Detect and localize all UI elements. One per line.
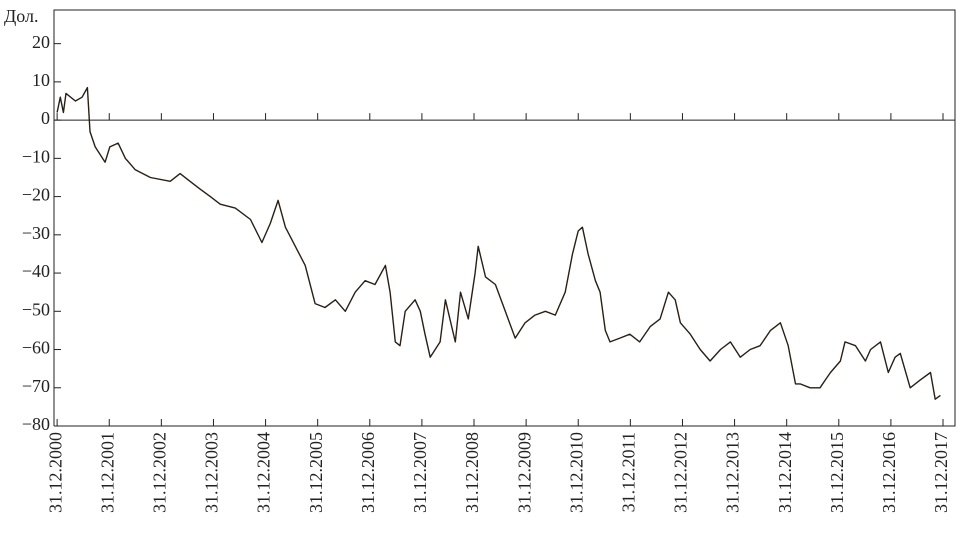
x-tick-label: 31.12.2006 (358, 432, 378, 513)
x-tick-label: 31.12.2014 (775, 432, 795, 513)
y-tick-label: −80 (22, 414, 50, 434)
x-tick-label: 31.12.2007 (410, 432, 430, 513)
y-tick-label: −10 (22, 146, 50, 166)
y-tick-label: −50 (22, 299, 50, 319)
y-tick-label: 20 (32, 32, 50, 52)
y-tick-label: 10 (32, 70, 50, 90)
y-tick-label: −30 (22, 223, 50, 243)
y-tick-label: −40 (22, 261, 50, 281)
y-tick-label: 0 (41, 108, 50, 128)
x-tick-label: 31.12.2010 (566, 432, 586, 513)
plot-frame (53, 9, 956, 427)
y-axis-label: Дол. (4, 6, 39, 26)
x-tick-label: 31.12.2005 (306, 432, 326, 513)
x-tick-label: 31.12.2015 (827, 432, 847, 513)
x-tick-label: 31.12.2008 (462, 432, 482, 513)
x-tick-label: 31.12.2013 (723, 432, 743, 513)
line-series (56, 86, 941, 400)
x-tick-label: 31.12.2001 (97, 432, 117, 513)
x-tick-label: 31.12.2003 (202, 432, 222, 513)
y-tick-label: −60 (22, 338, 50, 358)
y-tick-label: −20 (22, 185, 50, 205)
x-tick-label: 31.12.2012 (671, 432, 691, 513)
x-tick-label: 31.12.2009 (514, 432, 534, 513)
x-tick-label: 31.12.2017 (931, 432, 951, 513)
x-tick-label: 31.12.2002 (149, 432, 169, 513)
x-tick-label: 31.12.2016 (879, 432, 899, 513)
y-tick-label: −70 (22, 376, 50, 396)
x-tick-label: 31.12.2004 (254, 432, 274, 513)
x-tick-label: 31.12.2011 (618, 432, 638, 512)
x-tick-label: 31.12.2000 (45, 432, 65, 513)
